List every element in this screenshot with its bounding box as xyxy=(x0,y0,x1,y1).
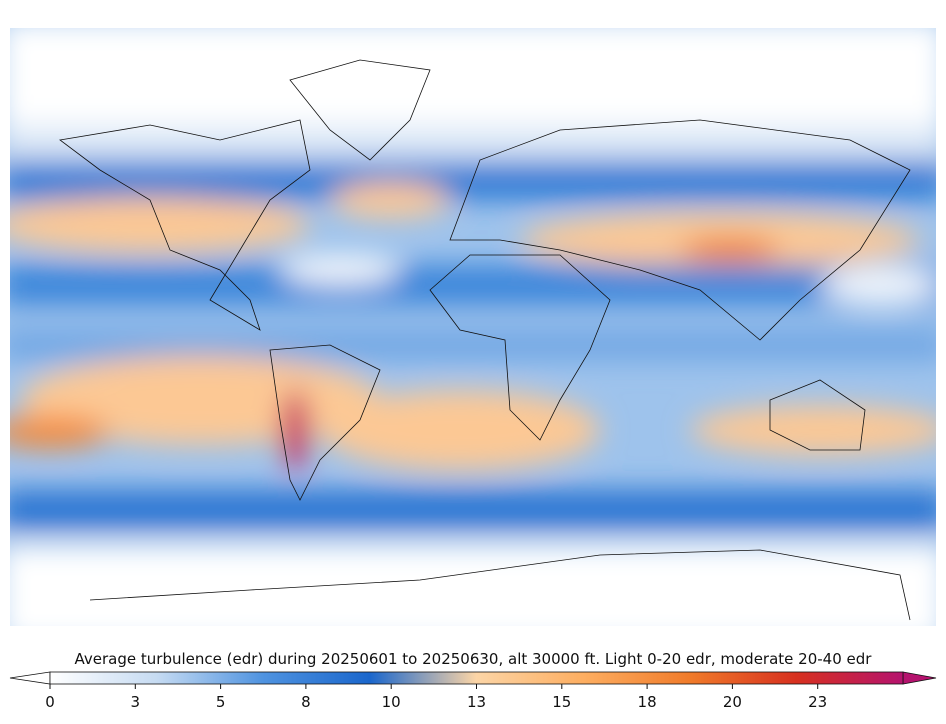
colorbar-tick-label: 5 xyxy=(216,693,226,711)
turbulence-map xyxy=(10,28,936,626)
colorbar: 0 3 5 8 10 13 15 18 20 23 xyxy=(9,671,937,711)
colorbar-tick-label: 20 xyxy=(723,693,742,711)
colorbar-extend-high xyxy=(902,671,937,685)
colorbar-tick-label: 15 xyxy=(552,693,571,711)
colorbar-tick-label: 23 xyxy=(808,693,827,711)
colorbar-tick-label: 18 xyxy=(638,693,657,711)
colorbar-tick-label: 3 xyxy=(131,693,141,711)
colorbar-gradient xyxy=(49,671,904,685)
colorbar-tick-label: 13 xyxy=(467,693,486,711)
colorbar-tick-label: 8 xyxy=(301,693,311,711)
colorbar-title: Average turbulence (edr) during 20250601… xyxy=(75,650,873,668)
colorbar-extend-low xyxy=(9,671,51,685)
colorbar-tick-label: 0 xyxy=(45,693,55,711)
colorbar-tick-label: 10 xyxy=(382,693,401,711)
